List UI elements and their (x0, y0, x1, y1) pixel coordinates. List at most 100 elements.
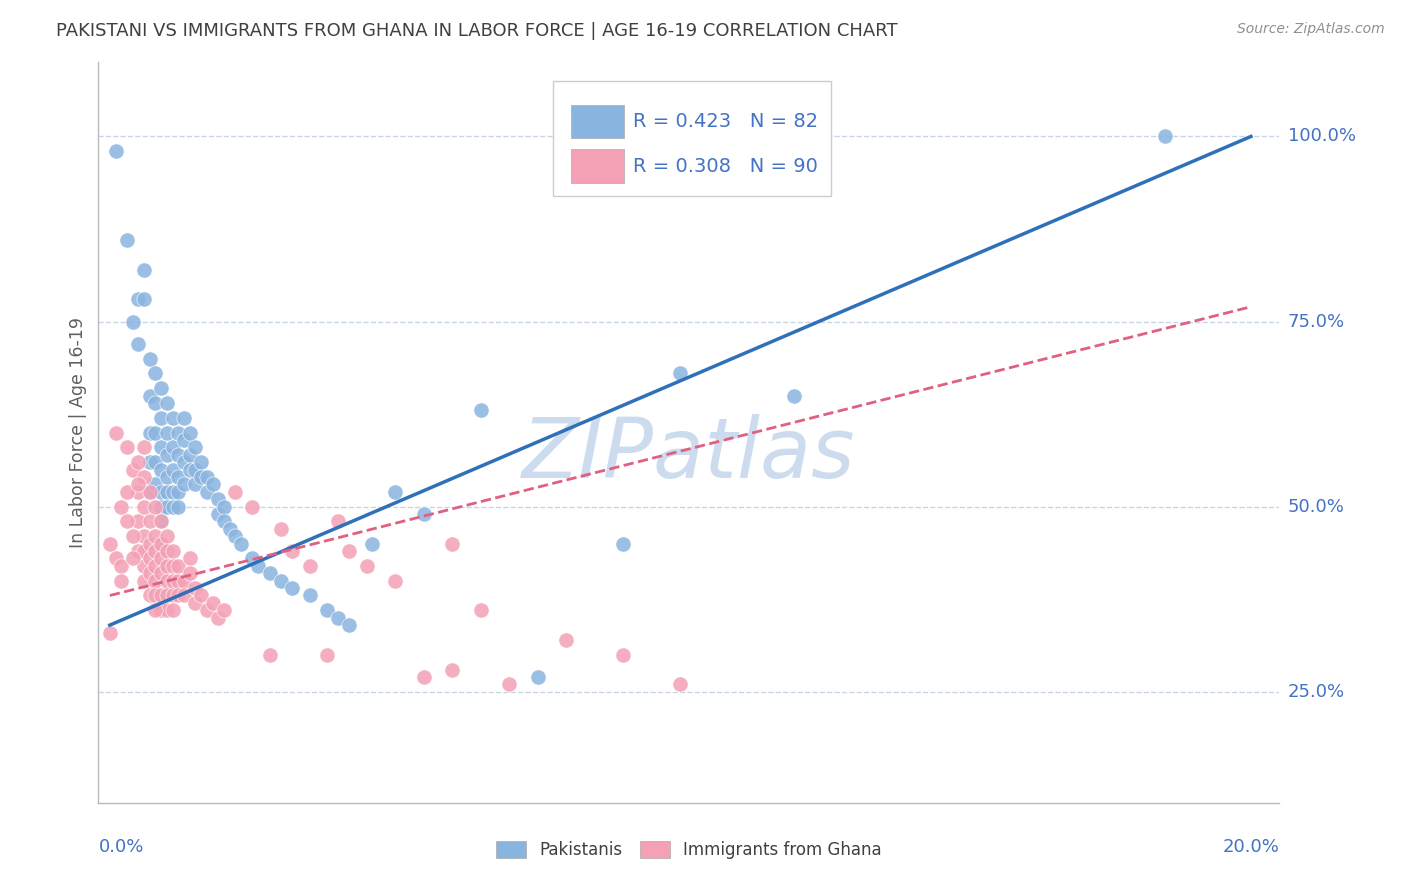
Point (145, 425, 167, 440)
Point (298, 558, 321, 573)
Point (190, 470, 212, 484)
Point (298, 589, 321, 603)
Point (132, 293, 155, 307)
Point (201, 596, 224, 610)
Point (156, 544, 179, 558)
Point (281, 581, 304, 595)
Point (145, 396, 167, 410)
Text: 25.0%: 25.0% (1288, 682, 1346, 701)
Point (145, 500, 167, 514)
Y-axis label: In Labor Force | Age 16-19: In Labor Force | Age 16-19 (69, 318, 87, 548)
Point (98, 625, 121, 640)
Point (173, 574, 195, 588)
Point (115, 233, 138, 247)
Point (132, 529, 155, 543)
Legend: Pakistanis, Immigrants from Ghana: Pakistanis, Immigrants from Ghana (489, 834, 889, 866)
Point (132, 470, 155, 484)
Point (195, 484, 218, 499)
Point (224, 529, 246, 543)
Point (259, 566, 281, 581)
Point (132, 574, 155, 588)
Point (470, 403, 492, 417)
Point (156, 396, 179, 410)
Point (145, 544, 167, 558)
Point (145, 367, 167, 381)
Point (150, 484, 173, 499)
Point (150, 551, 173, 566)
Point (110, 558, 132, 573)
Point (195, 603, 218, 617)
Point (121, 551, 143, 566)
Point (167, 484, 190, 499)
Point (156, 448, 179, 462)
Point (139, 536, 162, 550)
Point (150, 441, 173, 455)
Point (110, 500, 132, 514)
Point (207, 611, 229, 625)
Point (184, 581, 207, 595)
Point (195, 470, 218, 484)
Point (167, 574, 190, 588)
Point (156, 470, 179, 484)
Point (441, 536, 464, 550)
Point (270, 574, 292, 588)
Point (384, 484, 406, 499)
Point (242, 551, 264, 566)
Point (132, 500, 155, 514)
Point (190, 455, 212, 469)
Point (127, 544, 149, 558)
Point (281, 544, 304, 558)
Point (207, 507, 229, 521)
Point (139, 566, 162, 581)
Point (145, 529, 167, 543)
Point (326, 611, 349, 625)
Text: ZIPatlas: ZIPatlas (522, 414, 856, 495)
Point (612, 536, 634, 550)
Point (167, 448, 190, 462)
Point (315, 603, 337, 617)
Text: 75.0%: 75.0% (1288, 312, 1346, 331)
Text: Source: ZipAtlas.com: Source: ZipAtlas.com (1237, 22, 1385, 37)
Point (207, 492, 229, 507)
Point (247, 558, 270, 573)
Point (150, 381, 173, 395)
Point (110, 574, 132, 588)
Point (132, 441, 155, 455)
Point (150, 589, 173, 603)
Point (173, 589, 195, 603)
Point (184, 462, 207, 476)
Point (412, 507, 434, 521)
Point (356, 558, 378, 573)
Point (162, 462, 184, 476)
Point (156, 425, 179, 440)
Point (1154, 129, 1177, 144)
Point (121, 529, 143, 543)
Point (150, 500, 173, 514)
Point (162, 589, 184, 603)
Point (145, 455, 167, 469)
Point (150, 462, 173, 476)
Point (150, 515, 173, 529)
Point (669, 367, 692, 381)
Point (162, 410, 184, 425)
Point (115, 441, 138, 455)
Point (167, 589, 190, 603)
Point (441, 663, 464, 677)
Point (104, 551, 127, 566)
Point (139, 389, 162, 403)
Point (139, 484, 162, 499)
Point (412, 670, 434, 684)
Point (270, 522, 292, 536)
Point (526, 670, 548, 684)
Point (150, 410, 173, 425)
Bar (571, 150, 624, 183)
Point (179, 425, 201, 440)
Point (498, 677, 520, 691)
Text: 0.0%: 0.0% (98, 838, 143, 855)
Point (145, 574, 167, 588)
Text: R = 0.423   N = 82: R = 0.423 N = 82 (634, 112, 818, 131)
Point (167, 500, 190, 514)
Point (212, 500, 235, 514)
Point (156, 558, 179, 573)
Point (145, 477, 167, 491)
